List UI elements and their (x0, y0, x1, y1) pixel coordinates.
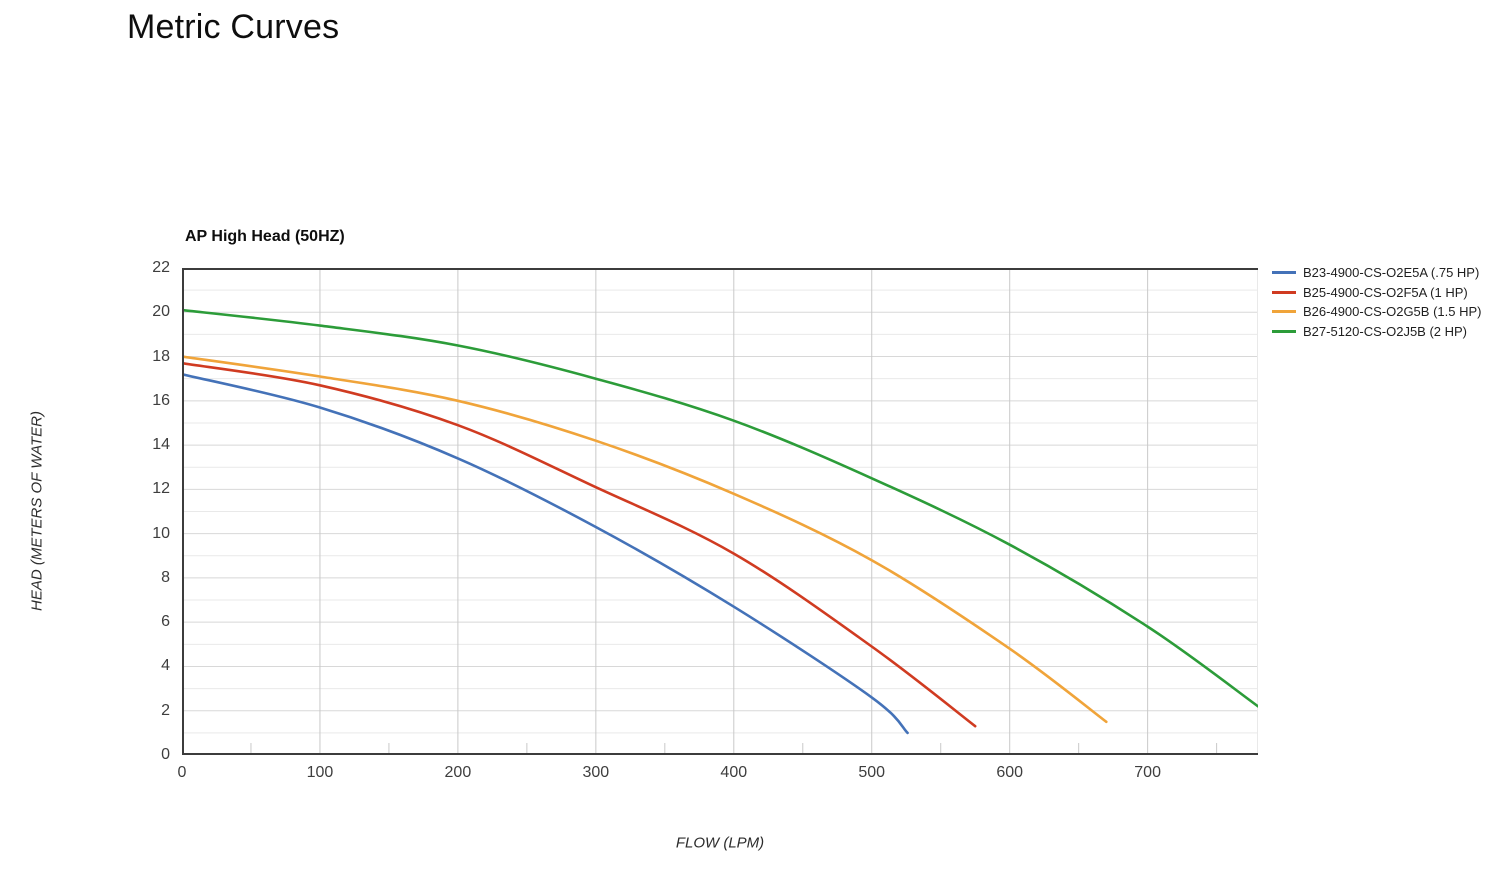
x-tick-label: 200 (444, 764, 472, 781)
plot-area (182, 268, 1258, 755)
legend: B23-4900-CS-O2E5A (.75 HP) B25-4900-CS-O2… (1272, 265, 1481, 343)
x-axis-title: FLOW (LPM) (675, 834, 765, 852)
page-title: Metric Curves (127, 8, 340, 46)
x-tick-label: 500 (858, 764, 886, 781)
x-tick-label: 700 (1134, 764, 1161, 781)
legend-label: B26-4900-CS-O2G5B (1.5 HP) (1303, 304, 1482, 319)
legend-swatch (1272, 290, 1296, 294)
legend-label: B25-4900-CS-O2F5A (1 HP) (1303, 284, 1468, 300)
x-tick-label: 600 (996, 764, 1024, 781)
series-curve (182, 372, 909, 735)
legend-swatch (1272, 310, 1296, 313)
y-tick-label: 22 (152, 259, 170, 276)
series-curve (182, 308, 1258, 708)
legend-label: B27-5120-CS-O2J5B (2 HP) (1303, 323, 1468, 339)
legend-item: B25-4900-CS-O2F5A (1 HP) (1272, 285, 1481, 300)
y-tick-label: 10 (152, 524, 170, 542)
legend-item: B27-5120-CS-O2J5B (2 HP) (1272, 324, 1481, 339)
legend-label: B23-4900-CS-O2E5A (.75 HP) (1303, 265, 1480, 280)
x-tick-label: 0 (177, 764, 187, 781)
legend-swatch (1272, 329, 1296, 333)
x-tick-label: 300 (582, 764, 610, 781)
y-tick-label: 0 (161, 746, 170, 763)
y-tick-label: 6 (161, 613, 170, 631)
x-tick-label: 100 (306, 764, 334, 781)
y-tick-label: 2 (161, 701, 170, 719)
y-tick-label: 18 (152, 347, 170, 365)
y-tick-label: 14 (152, 436, 170, 454)
legend-swatch (1272, 271, 1296, 274)
series-curve (182, 355, 1108, 724)
y-tick-label: 8 (161, 568, 170, 586)
x-tick-label: 400 (720, 764, 748, 781)
legend-item: B26-4900-CS-O2G5B (1.5 HP) (1272, 304, 1481, 319)
y-tick-label: 16 (152, 391, 170, 409)
y-tick-label: 12 (152, 480, 170, 498)
y-tick-label: 4 (161, 657, 170, 675)
chart-title: AP High Head (50HZ) (185, 228, 345, 245)
legend-item: B23-4900-CS-O2E5A (.75 HP) (1272, 265, 1481, 280)
y-tick-label: 20 (152, 303, 170, 321)
y-axis-title: HEAD (METERS OF WATER) (28, 410, 46, 612)
series-curve (182, 361, 977, 728)
